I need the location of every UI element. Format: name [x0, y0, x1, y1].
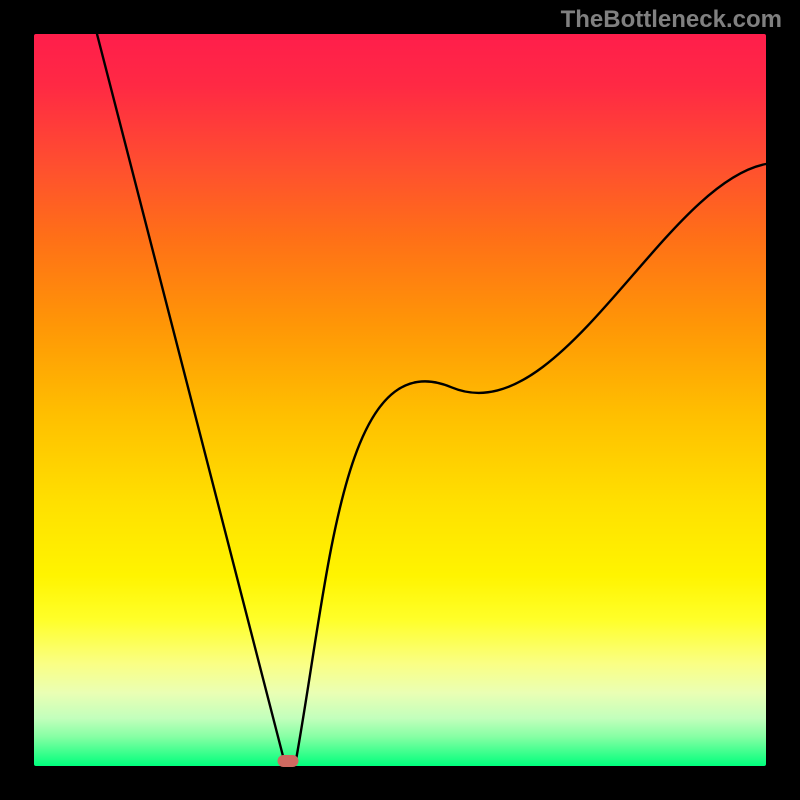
curve-left-branch — [97, 34, 284, 760]
chart-plot-area — [34, 34, 766, 766]
curve-right-branch — [296, 164, 766, 760]
watermark-text: TheBottleneck.com — [561, 6, 782, 34]
optimum-marker — [278, 755, 299, 767]
bottleneck-curve — [34, 34, 766, 766]
